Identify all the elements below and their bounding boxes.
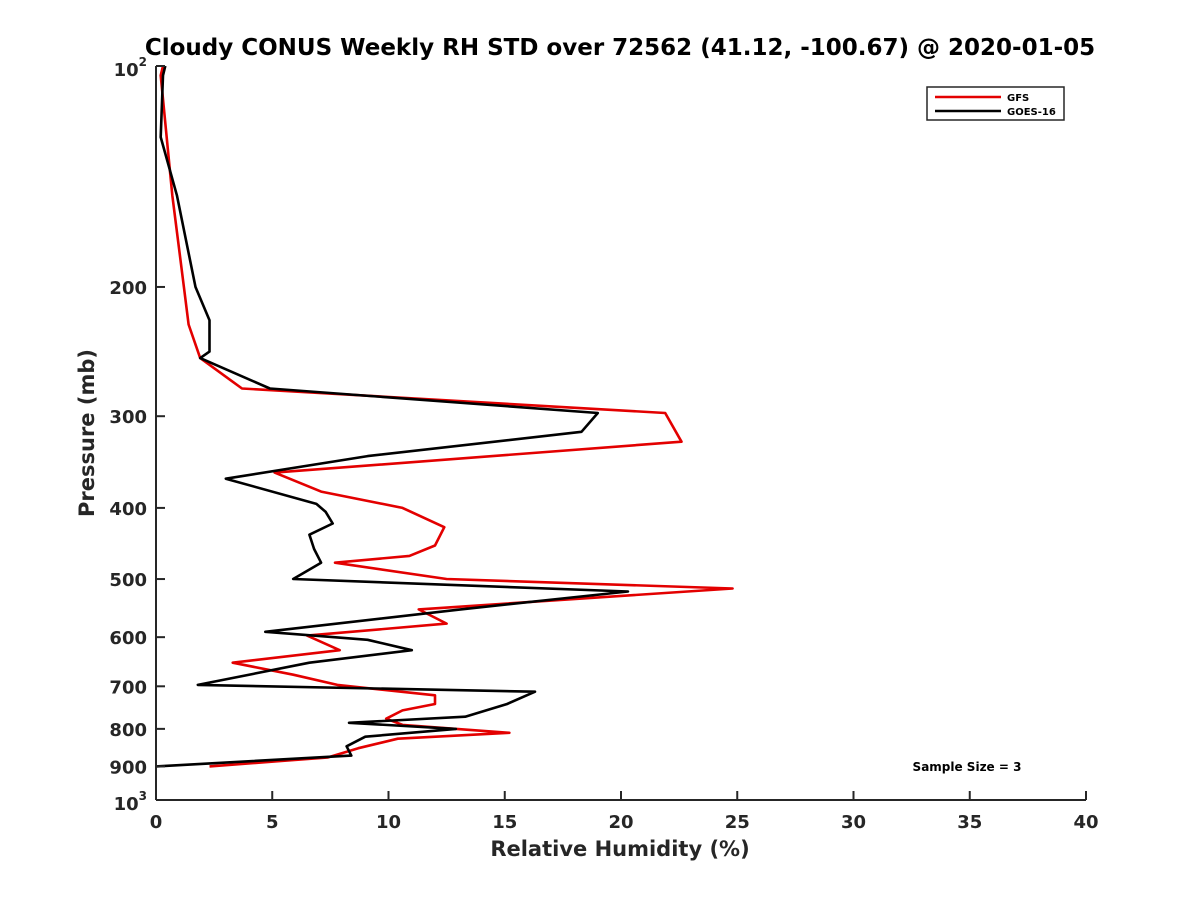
legend-label: GFS [1007,93,1029,104]
x-tick-label: 10 [376,812,401,833]
y-tick-label: 800 [109,720,147,741]
y-tick-label: 400 [109,499,147,520]
x-tick-label: 25 [725,812,750,833]
x-axis-label: Relative Humidity (%) [490,837,749,861]
x-tick-label: 35 [957,812,982,833]
y-tick-label: 200 [109,278,147,299]
legend-label: GOES-16 [1007,107,1056,118]
legend: GFS GOES-16 [927,87,1064,120]
x-tick-label: 20 [608,812,633,833]
x-tick-label: 5 [266,812,279,833]
chart: Cloudy CONUS Weekly RH STD over 72562 (4… [0,0,1200,900]
y-tick-label: 900 [109,757,147,778]
y-tick-label: 300 [109,407,147,428]
x-tick-label: 40 [1073,812,1098,833]
x-tick-label: 15 [492,812,517,833]
x-tick-label: 30 [841,812,866,833]
chart-title: Cloudy CONUS Weekly RH STD over 72562 (4… [145,35,1095,61]
y-tick-label: 700 [109,677,147,698]
x-tick-label: 0 [150,812,163,833]
y-tick-label: 500 [109,570,147,591]
y-axis-label: Pressure (mb) [75,349,99,517]
y-tick-label: 600 [109,628,147,649]
sample-size-annotation: Sample Size = 3 [913,760,1022,774]
